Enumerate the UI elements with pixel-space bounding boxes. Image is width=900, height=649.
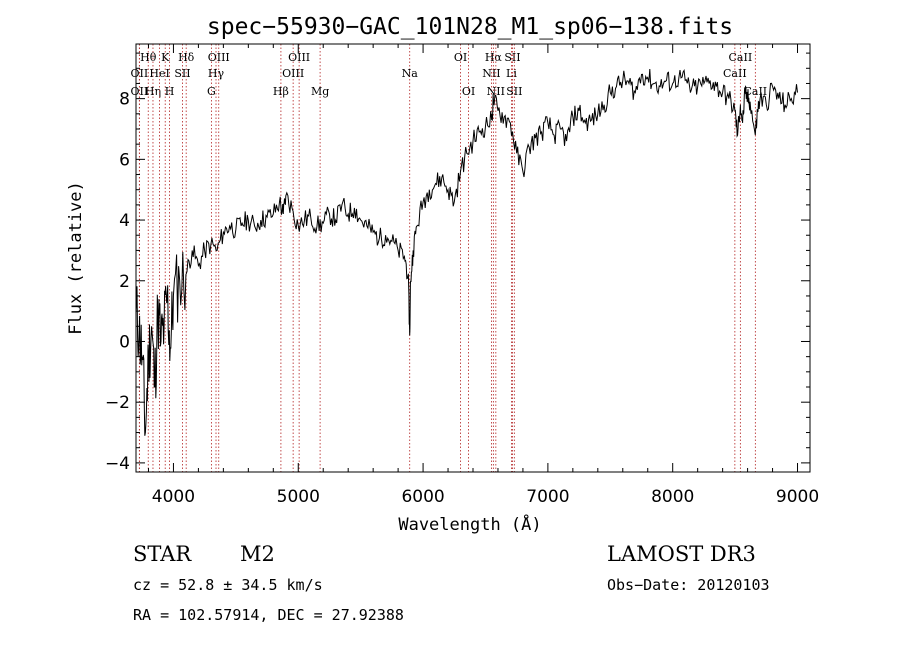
series-line-0 [135,68,798,436]
x-tick-label-5: 9000 [776,487,819,507]
y-tick-label-2: 0 [119,332,130,352]
line-marker-label-2: OII [131,85,149,98]
class-label: STAR [133,542,192,566]
subclass-label: M2 [240,542,275,566]
line-marker-label-7: SII [174,67,190,80]
line-marker-label-24: SII [506,85,522,98]
line-marker-label-4: HeI [149,67,169,80]
x-axis-label: Wavelength (Å) [398,513,541,535]
y-tick-label-0: −4 [105,454,130,474]
line-marker-label-3: Hη [145,85,161,98]
x-tick-label-2: 6000 [401,487,444,507]
y-tick-label-3: 2 [119,272,130,292]
y-tick-label-1: −2 [105,393,130,413]
line-marker-label-15: Mg [311,85,329,98]
x-tick-label-3: 7000 [526,487,569,507]
line-marker-label-19: NII [482,67,500,80]
line-marker-label-17: OI [454,51,467,64]
radec-text: RA = 102.57914, DEC = 27.92388 [133,606,404,624]
line-marker-label-6: H [165,85,175,98]
obs-date-text: Obs−Date: 20120103 [607,576,770,594]
line-marker-label-26: CaII [723,67,747,80]
cz-text: cz = 52.8 ± 34.5 km/s [133,576,323,594]
survey-label: LAMOST DR3 [607,542,756,566]
line-marker-label-5: K [161,51,170,64]
line-marker-label-22: Li [506,67,517,80]
y-tick-label-4: 4 [119,211,130,231]
line-marker-label-11: G [207,85,216,98]
line-marker-label-21: NII [487,85,505,98]
line-marker-label-12: Hβ [273,85,289,98]
line-marker-label-14: OIII [288,51,310,64]
y-tick-label-6: 8 [119,90,130,110]
line-marker-label-0: Hθ [140,51,157,64]
line-marker-label-25: CaII [729,51,753,64]
line-marker-label-16: Na [402,67,419,80]
spectrum-plot [135,68,798,436]
x-tick-label-1: 5000 [277,487,320,507]
line-marker-label-20: Hα [485,51,503,64]
x-tick-label-4: 8000 [651,487,694,507]
line-marker-label-23: SII [504,51,520,64]
line-marker-label-13: OIII [282,67,304,80]
chart-title: spec−55930−GAC_101N28_M1_sp06−138.fits [207,14,733,40]
axes: 4000 5000 6000 7000 8000 9000 −4 −2 0 2 4 6 8 [105,43,819,507]
line-marker-label-8: Hδ [178,51,195,64]
line-marker-label-18: OI [462,85,475,98]
y-tick-label-5: 6 [119,150,130,170]
x-tick-label-0: 4000 [152,487,195,507]
y-axis-label: Flux (relative) [66,181,86,335]
plot-frame [135,43,811,473]
line-marker-label-9: OIII [208,51,230,64]
line-marker-label-10: Hγ [208,67,225,80]
